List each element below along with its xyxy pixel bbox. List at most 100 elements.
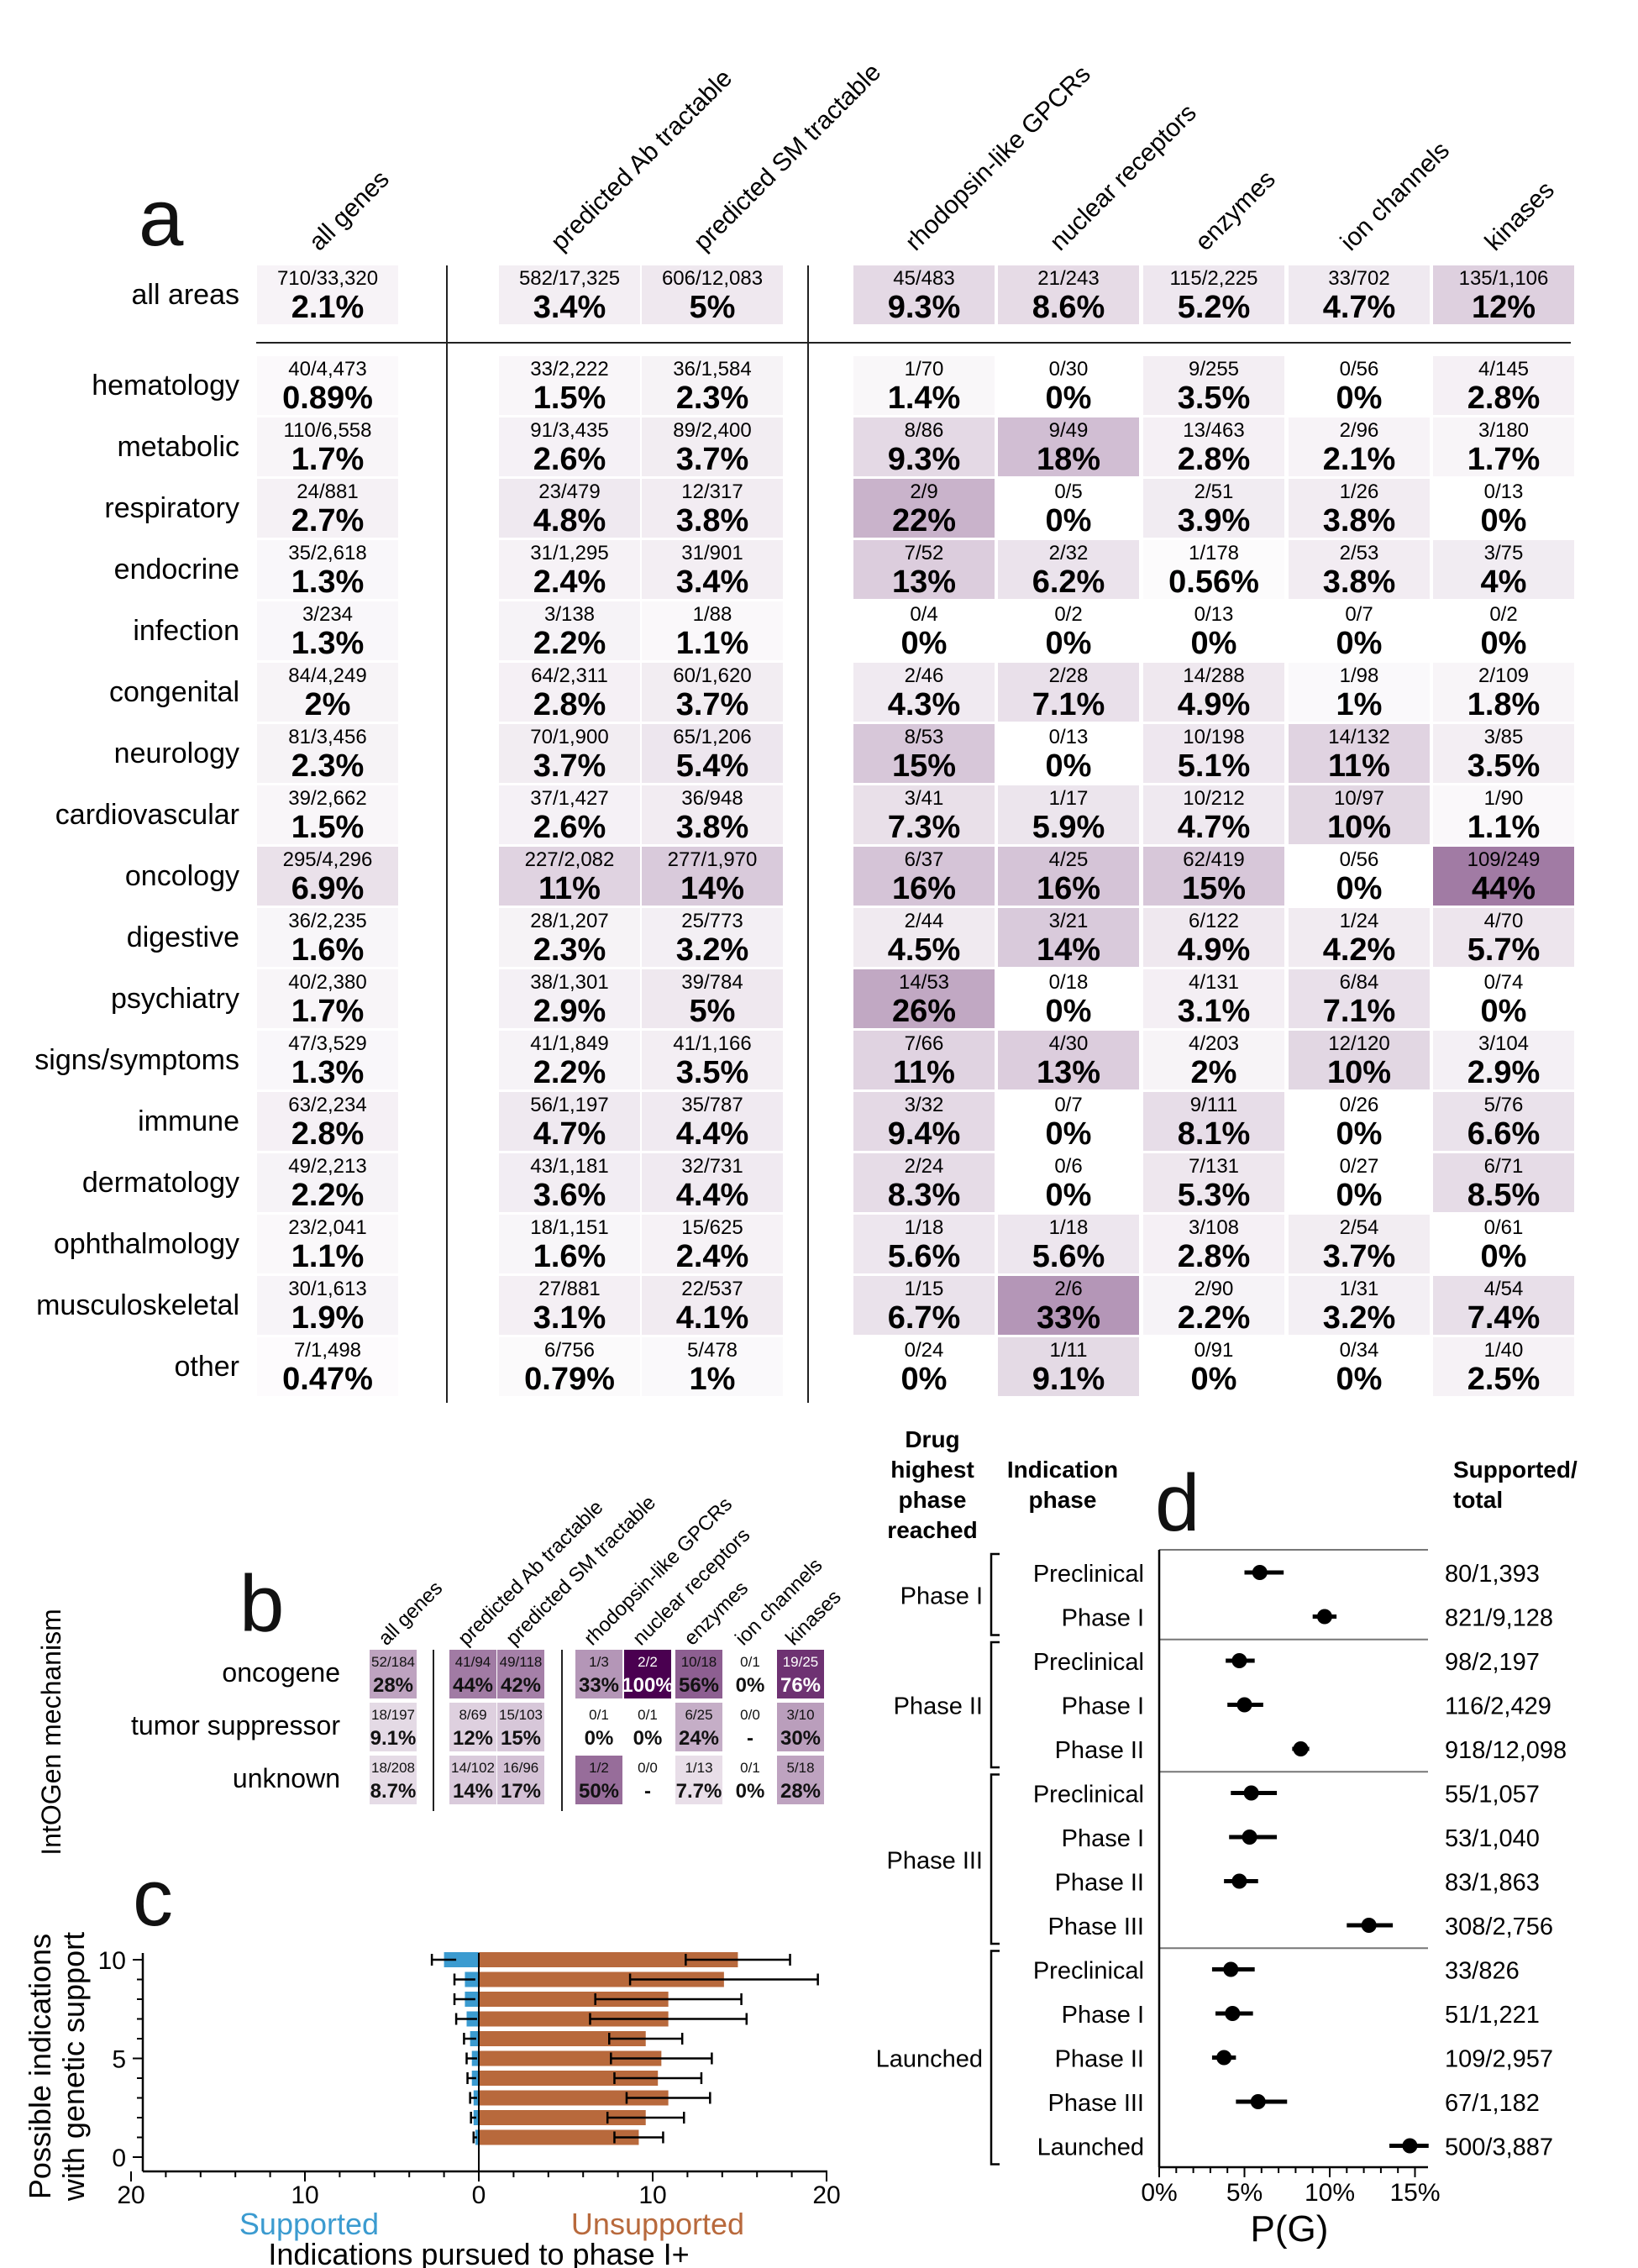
cell-count-b: 0/0 xyxy=(740,1707,760,1723)
cell-count-a: 31/1,295 xyxy=(530,542,608,564)
estimate-point xyxy=(1361,1918,1377,1933)
cell-a-7-7 xyxy=(1433,785,1574,844)
cell-count-a: 10/97 xyxy=(1334,787,1384,810)
cell-pct-b: 0% xyxy=(585,1727,614,1750)
cell-count-a: 3/108 xyxy=(1189,1216,1239,1239)
row-label-b-1: tumor suppressor xyxy=(131,1710,340,1740)
cell-pct-a: 2.6% xyxy=(533,442,606,477)
cell-count-a: 41/1,166 xyxy=(673,1032,751,1055)
cell-a-10-1 xyxy=(499,969,640,1028)
cell-count-a: 41/1,849 xyxy=(530,1032,608,1055)
col-header-a-5: enzymes xyxy=(1190,165,1281,256)
cell-count-a: 1/15 xyxy=(905,1278,944,1300)
cell-a-4-0 xyxy=(257,601,398,660)
cell-pct-a: 2.4% xyxy=(533,564,606,600)
cell-count-a: 0/5 xyxy=(1054,480,1082,503)
cell-a-9-4 xyxy=(998,908,1139,967)
cell-count-a: 1/88 xyxy=(693,603,732,626)
cell-pct-a: 3.2% xyxy=(1323,1300,1396,1336)
cell-a-15-4 xyxy=(998,1276,1139,1335)
cell-count-a: 4/203 xyxy=(1189,1032,1239,1055)
cell-count-a: 0/13 xyxy=(1049,726,1089,748)
cell-count-b: 41/94 xyxy=(455,1654,491,1670)
cell-a-15-0 xyxy=(257,1276,398,1335)
cell-pct-a: 1.6% xyxy=(291,932,365,968)
cell-count-a: 2/109 xyxy=(1478,664,1529,687)
cell-count-a: 25/773 xyxy=(681,910,743,932)
row-label-a-7: cardiovascular xyxy=(55,799,239,831)
cell-count-a: 2/32 xyxy=(1049,542,1089,564)
cell-count-a: 0/13 xyxy=(1484,480,1524,503)
cell-a-12-1 xyxy=(499,1092,640,1151)
cell-pct-a: 3.4% xyxy=(533,290,606,325)
cell-a-8-2 xyxy=(642,847,783,906)
x-tick-label-c: 0 xyxy=(472,2181,486,2209)
cell-count-a: 3/32 xyxy=(905,1094,944,1116)
cell-count-a: 91/3,435 xyxy=(530,419,608,442)
cell-count-a: 2/24 xyxy=(905,1155,944,1178)
estimate-point xyxy=(1242,1830,1257,1845)
indication-phase-label: Preclinical xyxy=(1033,1649,1144,1676)
cell-count-a: 7/1,498 xyxy=(294,1339,361,1362)
drug-phase-label: Phase II xyxy=(894,1693,983,1720)
cell-pct-a: 7.3% xyxy=(888,810,961,845)
x-tick-label-d: 5% xyxy=(1226,2179,1263,2207)
cell-pct-a: 0.89% xyxy=(282,381,373,416)
cell-a-12-2 xyxy=(642,1092,783,1151)
row-label-b-2: unknown xyxy=(233,1763,340,1793)
cell-count-a: 0/18 xyxy=(1049,971,1089,994)
cell-pct-a: 5% xyxy=(690,994,736,1029)
cell-pct-a: 9.4% xyxy=(888,1116,961,1152)
cell-count-a: 6/756 xyxy=(544,1339,595,1362)
count-label: 116/2,429 xyxy=(1445,1693,1551,1720)
cell-count-a: 1/40 xyxy=(1484,1339,1524,1362)
cell-a-summary-4 xyxy=(998,265,1139,324)
cell-pct-a: 3.6% xyxy=(533,1178,606,1213)
row-label-a-5: congenital xyxy=(109,676,239,708)
cell-b-0-6 xyxy=(727,1650,774,1698)
cell-b-1-1 xyxy=(449,1703,496,1751)
indication-phase-label: Phase II xyxy=(1055,2046,1144,2073)
cell-pct-a: 5.3% xyxy=(1178,1178,1251,1213)
cell-pct-b: 42% xyxy=(501,1674,541,1697)
cell-a-15-7 xyxy=(1433,1276,1574,1335)
estimate-point xyxy=(1216,2050,1232,2066)
cell-pct-a: 5.4% xyxy=(676,748,749,784)
cell-count-a: 0/91 xyxy=(1194,1339,1234,1362)
cell-pct-a: 9.3% xyxy=(888,442,961,477)
cell-count-a: 2/44 xyxy=(905,910,944,932)
cell-a-0-2 xyxy=(642,356,783,415)
y-tick-label-c: 5 xyxy=(112,2046,126,2074)
cell-a-12-3 xyxy=(853,1092,995,1151)
cell-count-a: 1/90 xyxy=(1484,787,1524,810)
cell-a-5-1 xyxy=(499,663,640,722)
x-tick-label-c: 20 xyxy=(812,2181,840,2209)
cell-count-a: 8/53 xyxy=(905,726,944,748)
cell-a-16-2 xyxy=(642,1337,783,1396)
cell-count-a: 14/132 xyxy=(1328,726,1389,748)
cell-pct-b: 0% xyxy=(736,1674,765,1697)
cell-b-0-4 xyxy=(624,1650,671,1698)
cell-b-2-1 xyxy=(449,1756,496,1804)
indication-phase-label: Phase I xyxy=(1062,2002,1144,2029)
count-label: 51/1,221 xyxy=(1445,2002,1540,2029)
cell-pct-a: 3.9% xyxy=(1178,503,1251,538)
indication-phase-label: Preclinical xyxy=(1033,1958,1144,1985)
cell-a-15-2 xyxy=(642,1276,783,1335)
cell-pct-a: 2.5% xyxy=(1467,1362,1541,1397)
cell-a-9-6 xyxy=(1289,908,1430,967)
cell-count-a: 9/255 xyxy=(1189,358,1239,381)
cell-pct-a: 0% xyxy=(1336,871,1383,906)
cell-a-7-1 xyxy=(499,785,640,844)
cell-pct-a: 3.7% xyxy=(676,442,749,477)
drug-phase-label: Launched xyxy=(876,2046,983,2073)
cell-count-a: 4/54 xyxy=(1484,1278,1524,1300)
cell-pct-a: 4.9% xyxy=(1178,687,1251,722)
row-label-a-6: neurology xyxy=(114,738,239,769)
cell-a-3-3 xyxy=(853,540,995,599)
indication-phase-label: Launched xyxy=(1037,2134,1144,2161)
cell-a-8-4 xyxy=(998,847,1139,906)
cell-a-13-2 xyxy=(642,1153,783,1212)
cell-pct-a: 5.9% xyxy=(1032,810,1105,845)
